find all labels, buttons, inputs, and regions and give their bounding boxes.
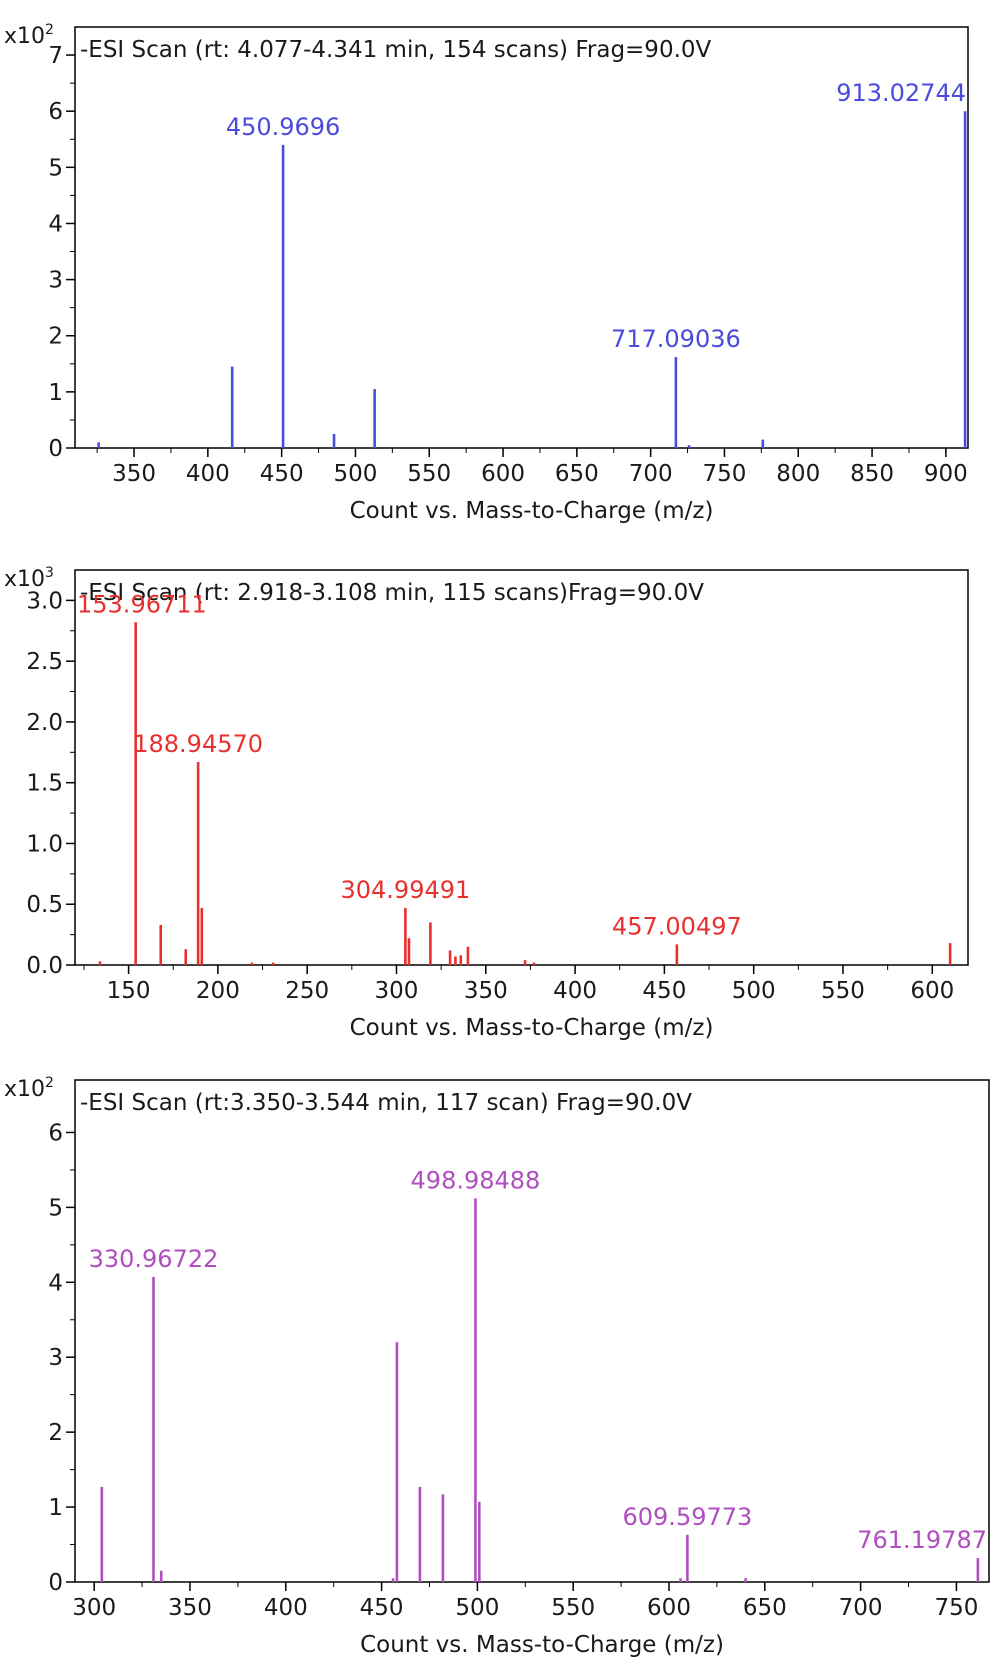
x-tick-label: 550	[407, 461, 451, 487]
y-tick-label: 2.0	[26, 710, 63, 736]
x-tick-label: 450	[360, 1595, 404, 1621]
x-tick-label: 300	[72, 1595, 116, 1621]
plot-frame	[74, 1079, 990, 1583]
y-multiplier-base: x10	[4, 1077, 45, 1102]
x-axis-label: Count vs. Mass-to-Charge (m/z)	[360, 1632, 724, 1658]
y-multiplier-label: x102	[4, 22, 54, 49]
x-tick-label: 400	[553, 978, 597, 1004]
chart-panel-1: x102-ESI Scan (rt: 4.077-4.341 min, 154 …	[4, 22, 969, 524]
x-tick-label: 800	[776, 461, 820, 487]
x-tick-label: 650	[555, 461, 599, 487]
y-tick-label: 1.0	[26, 831, 63, 857]
peak-label: 457.00497	[612, 912, 742, 940]
y-multiplier-exponent: 2	[45, 1075, 54, 1091]
x-tick-label: 200	[196, 978, 240, 1004]
x-tick-label: 700	[839, 1595, 883, 1621]
x-tick-label: 650	[743, 1595, 787, 1621]
x-axis-label: Count vs. Mass-to-Charge (m/z)	[350, 1015, 714, 1041]
chart-title: -ESI Scan (rt: 2.918-3.108 min, 115 scan…	[80, 580, 704, 606]
peak-label: 330.96722	[89, 1245, 219, 1273]
x-tick-label: 550	[821, 978, 865, 1004]
y-tick-label: 3.0	[26, 588, 63, 614]
chart-title: -ESI Scan (rt: 4.077-4.341 min, 154 scan…	[80, 37, 712, 63]
peak-label: 450.9696	[226, 113, 341, 141]
x-tick-label: 700	[629, 461, 673, 487]
x-tick-label: 750	[703, 461, 747, 487]
y-multiplier-exponent: 3	[45, 565, 54, 581]
y-tick-label: 7	[48, 43, 63, 69]
x-tick-label: 350	[464, 978, 508, 1004]
y-multiplier-label: x103	[4, 565, 54, 592]
peak-label: 913.02744	[836, 79, 966, 107]
x-tick-label: 850	[850, 461, 894, 487]
plot-frame	[74, 569, 969, 966]
y-tick-label: 2.5	[26, 649, 63, 675]
y-tick-label: 6	[48, 99, 63, 125]
x-tick-label: 350	[112, 461, 156, 487]
x-tick-label: 600	[647, 1595, 691, 1621]
peak-label: 188.94570	[133, 730, 263, 758]
y-tick-label: 1	[48, 1495, 63, 1521]
x-tick-label: 900	[924, 461, 968, 487]
y-tick-label: 0	[48, 1570, 63, 1596]
y-multiplier-base: x10	[4, 24, 45, 49]
x-tick-label: 400	[186, 461, 230, 487]
y-multiplier-label: x102	[4, 1075, 54, 1102]
x-tick-label: 500	[455, 1595, 499, 1621]
y-multiplier-base: x10	[4, 567, 45, 592]
x-tick-label: 250	[285, 978, 329, 1004]
x-tick-label: 550	[551, 1595, 595, 1621]
y-tick-label: 0	[48, 436, 63, 462]
y-tick-label: 2	[48, 324, 63, 350]
x-tick-label: 150	[107, 978, 151, 1004]
y-tick-label: 0.0	[26, 953, 63, 979]
y-multiplier-exponent: 2	[45, 22, 54, 38]
peak-label: 498.98488	[411, 1166, 541, 1194]
x-axis-label: Count vs. Mass-to-Charge (m/z)	[350, 498, 714, 524]
y-tick-label: 4	[48, 1270, 63, 1296]
chart-title: -ESI Scan (rt:3.350-3.544 min, 117 scan)…	[80, 1090, 692, 1116]
y-tick-label: 0.5	[26, 892, 63, 918]
x-tick-label: 300	[375, 978, 419, 1004]
y-tick-label: 5	[48, 1195, 63, 1221]
y-tick-label: 2	[48, 1420, 63, 1446]
x-tick-label: 450	[642, 978, 686, 1004]
peak-label: 153.96711	[77, 590, 207, 618]
x-tick-label: 450	[260, 461, 304, 487]
x-tick-label: 600	[481, 461, 525, 487]
plot-frame	[74, 26, 969, 449]
x-tick-label: 500	[732, 978, 776, 1004]
chart-panel-3: x102-ESI Scan (rt:3.350-3.544 min, 117 s…	[4, 1075, 990, 1658]
y-tick-label: 3	[48, 1345, 63, 1371]
peak-label: 609.59773	[623, 1503, 753, 1531]
chart-panel-2: x103 -ESI Scan (rt: 2.918-3.108 min, 115 …	[4, 565, 969, 1041]
x-tick-label: 400	[264, 1595, 308, 1621]
y-tick-label: 4	[48, 211, 63, 237]
y-tick-label: 6	[48, 1120, 63, 1146]
x-tick-label: 350	[168, 1595, 212, 1621]
peak-label: 304.99491	[340, 876, 470, 904]
peak-label: 761.19787	[857, 1526, 987, 1554]
y-tick-label: 5	[48, 155, 63, 181]
x-tick-label: 500	[333, 461, 377, 487]
y-tick-label: 1.5	[26, 771, 63, 797]
x-tick-label: 750	[934, 1595, 978, 1621]
y-tick-label: 3	[48, 268, 63, 294]
peak-label: 717.09036	[611, 325, 741, 353]
y-tick-label: 1	[48, 380, 63, 406]
x-tick-label: 600	[910, 978, 954, 1004]
